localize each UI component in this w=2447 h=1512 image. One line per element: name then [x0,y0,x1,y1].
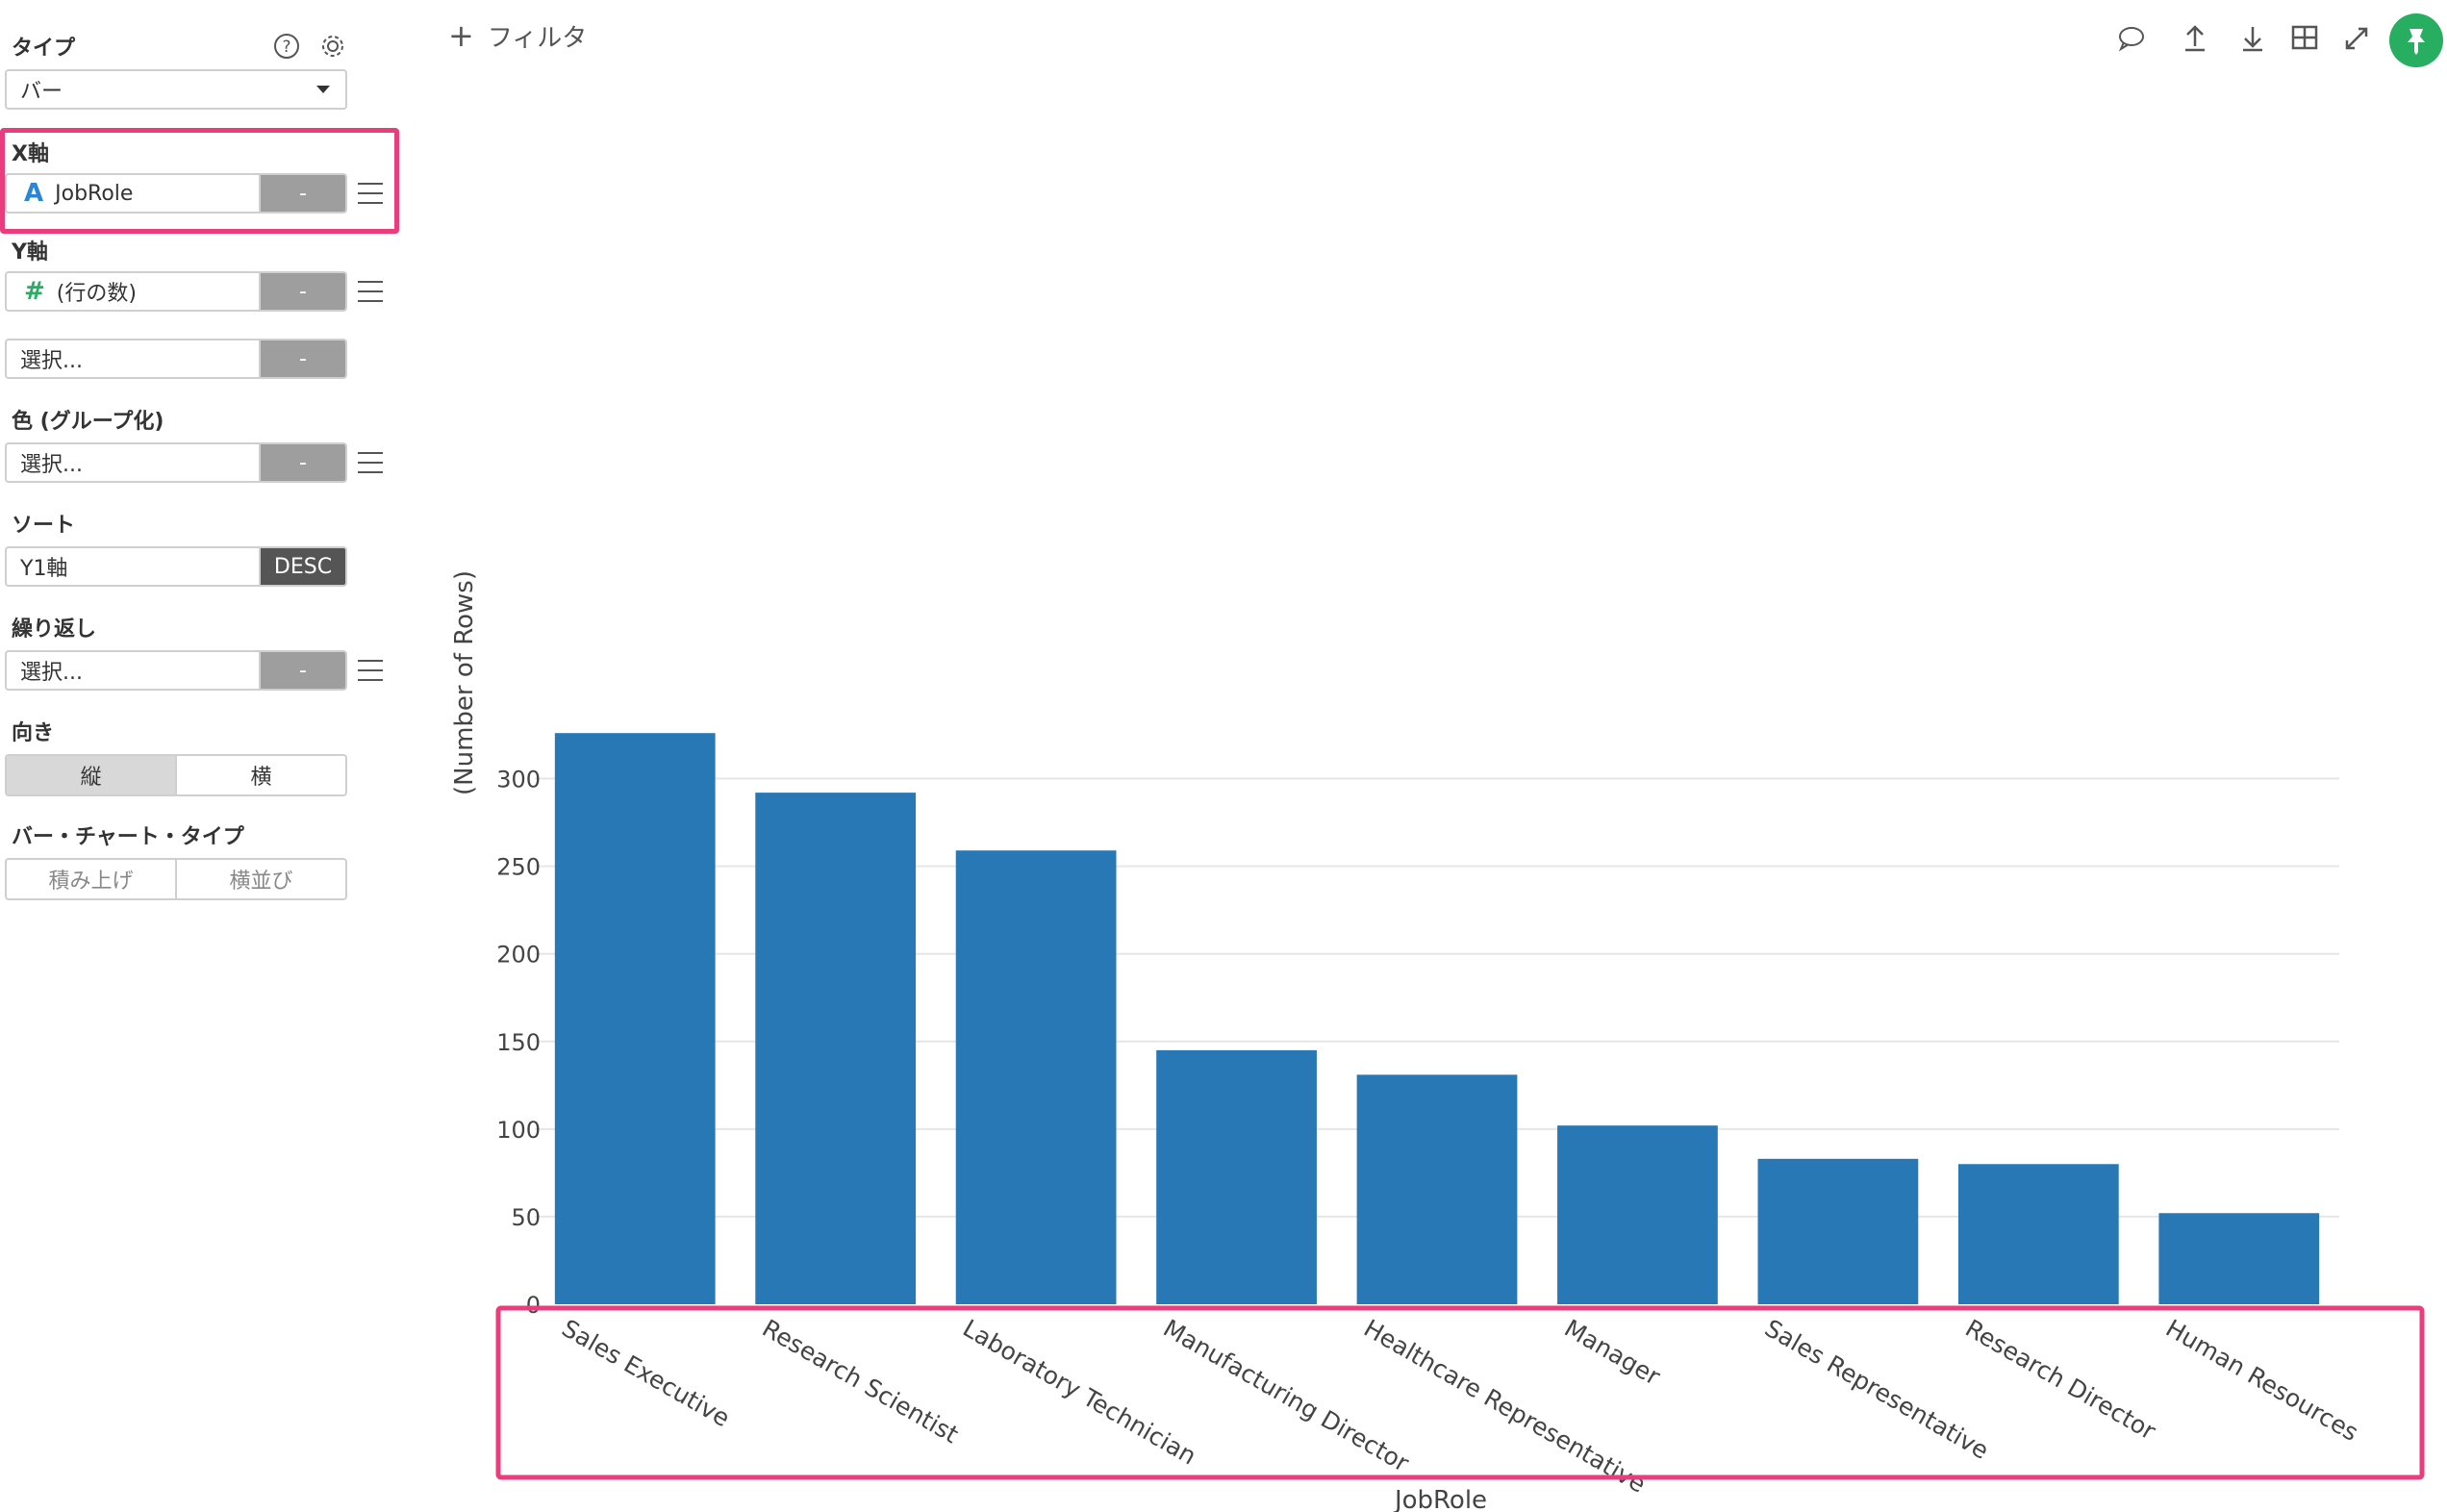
y-axis-menu-icon[interactable] [358,281,383,302]
x-axis-field[interactable]: A JobRole - [5,173,347,214]
text-type-icon: A [24,179,44,208]
help-icon[interactable]: ? [273,33,300,60]
bar-type-toggle: 積み上げ 横並び [5,858,347,900]
x-axis-highlight [0,128,399,234]
stacked-button[interactable]: 積み上げ [48,869,134,894]
x-tick-label: Manager [1559,1314,1665,1391]
chevron-down-icon [315,81,332,99]
y-tick-label: 50 [511,1204,541,1231]
y-tick-label: 200 [496,942,541,969]
bar-research-director[interactable] [1957,1164,2119,1304]
bar-manager[interactable] [1557,1125,1718,1304]
color-label: 色 (グループ化) [12,410,164,434]
repeat-aggregate-button[interactable]: - [259,652,345,689]
sort-order-button[interactable]: DESC [259,548,345,585]
expand-icon[interactable] [2337,19,2376,58]
sort-label: ソート [12,514,76,538]
x-axis-highlight [495,1305,2425,1480]
pin-button[interactable] [2389,13,2443,67]
filter-label: フィルタ [487,23,588,53]
chart-bars [554,733,2320,1304]
side-by-side-button[interactable]: 横並び [175,860,345,898]
svg-text:?: ? [282,38,290,57]
bar-human-resources[interactable] [2158,1213,2320,1304]
y-axis-title: (Number of Rows) [450,570,479,795]
x-axis-aggregate-button[interactable]: - [259,175,345,212]
sort-field[interactable]: Y1軸 DESC [5,546,347,587]
y-axis-field[interactable]: # (行の数) - [5,271,347,312]
add-filter-button[interactable]: + フィルタ [448,17,587,54]
y-tick-label: 100 [496,1117,541,1144]
comment-icon[interactable] [2112,19,2151,58]
bar-sales-executive[interactable] [554,733,716,1304]
y-tick-label: 150 [496,1029,541,1056]
y-axis-ticks: 0 50 100 150 200 250 300 [496,767,541,1319]
y-axis-aggregate-button[interactable]: - [259,273,345,310]
table-icon[interactable] [2285,19,2324,58]
repeat-label: 繰り返し [12,617,97,642]
y2-axis-field[interactable]: 選択... - [5,339,347,379]
bar-laboratory-technician[interactable] [955,850,1117,1304]
y-axis-label: Y軸 [12,240,48,265]
x-tick-label: Human Resources [2161,1314,2363,1447]
settings-gear-icon[interactable] [319,33,346,60]
repeat-placeholder: 選択... [20,661,83,685]
bar-healthcare-representative[interactable] [1356,1074,1518,1304]
x-axis-ticks: Sales Executive Research ScientistLaborat… [557,1314,2363,1499]
repeat-field[interactable]: 選択... - [5,650,347,691]
plus-icon: + [448,17,474,54]
bar-type-label: バー・チャート・タイプ [12,825,244,849]
orientation-toggle: 縦 横 [5,754,347,796]
orientation-vertical-button[interactable]: 縦 [7,756,175,794]
chart-type-value: バー [20,80,63,104]
x-tick-label: Research Director [1960,1314,2160,1446]
y-axis-column: (行の数) [56,282,137,306]
x-axis-label: X軸 [12,142,49,166]
x-tick-label: Research Scientist [758,1314,964,1449]
x-axis-title: JobRole [1393,1486,1487,1512]
sort-value: Y1軸 [20,557,68,581]
x-tick-label: Sales Representative [1760,1314,1994,1465]
bar-sales-representative[interactable] [1757,1158,1919,1304]
x-axis-column: JobRole [55,181,134,206]
x-axis-menu-icon[interactable] [358,183,383,204]
color-placeholder: 選択... [20,453,83,477]
orientation-horizontal-button[interactable]: 横 [175,756,345,794]
color-aggregate-button[interactable]: - [259,444,345,481]
number-type-icon: # [24,277,45,306]
y2-axis-aggregate-button[interactable]: - [259,340,345,377]
x-tick-label: Sales Executive [557,1314,734,1432]
y2-axis-placeholder: 選択... [20,349,83,373]
upload-icon[interactable] [2176,19,2214,58]
color-field[interactable]: 選択... - [5,442,347,483]
y-tick-label: 300 [496,767,541,794]
repeat-menu-icon[interactable] [358,660,383,681]
orientation-label: 向き [12,721,55,745]
bar-research-scientist[interactable] [755,793,917,1304]
bar-manufacturing-director[interactable] [1156,1049,1317,1304]
color-menu-icon[interactable] [358,452,383,473]
chart-type-select[interactable]: バー [5,69,347,110]
y-tick-label: 250 [496,854,541,881]
y-tick-label: 0 [526,1292,541,1319]
pin-icon [2408,29,2425,55]
type-label: タイプ [12,37,76,61]
chart-settings-panel: タイプ ? バー X軸 A JobRole - Y軸 # (行の数) - 選択.… [0,0,404,1512]
download-icon[interactable] [2233,19,2272,58]
